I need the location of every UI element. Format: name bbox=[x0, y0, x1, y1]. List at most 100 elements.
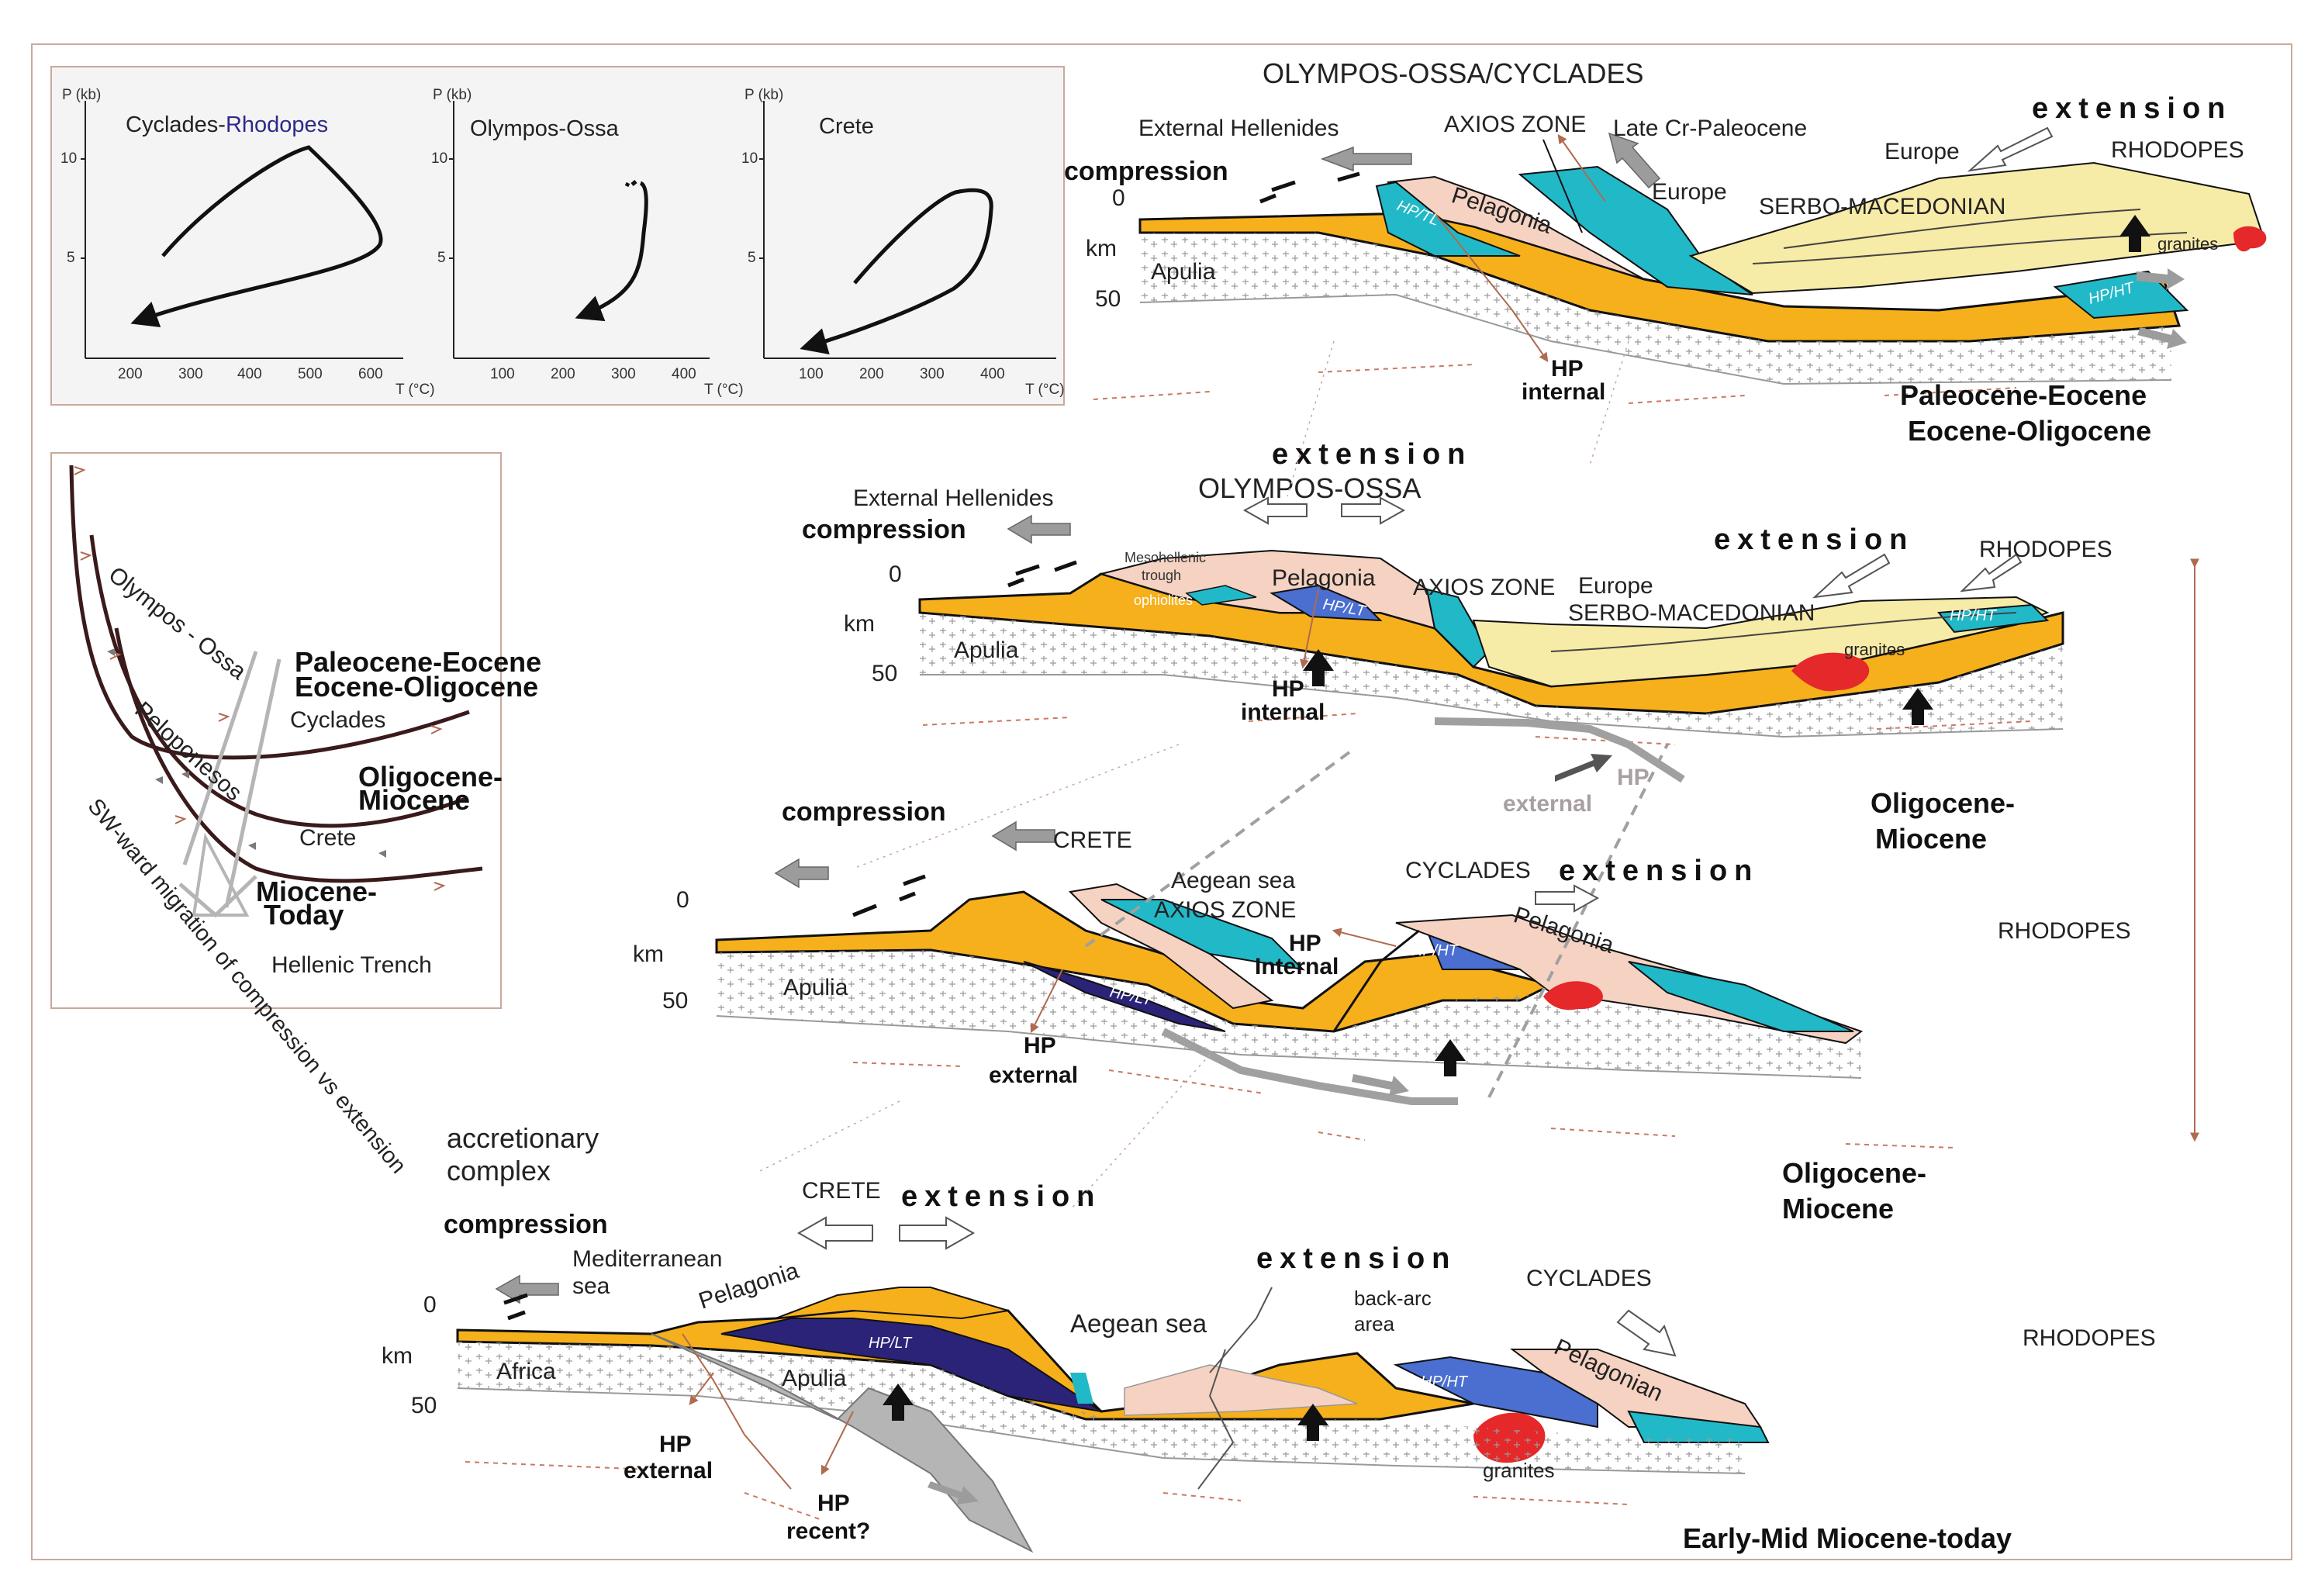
pt2-title: Olympos-Ossa bbox=[470, 116, 620, 141]
s1-hp: HP bbox=[1551, 356, 1584, 382]
s2-hp-ht: HP/HT bbox=[1950, 607, 1998, 624]
s4-extension-left: extension bbox=[901, 1180, 1101, 1213]
pt1-x-tick: 400 bbox=[237, 366, 262, 382]
guide-lines bbox=[759, 340, 1629, 1211]
s1-title: OLYMPOS-OSSA/CYCLADES bbox=[1263, 57, 1643, 89]
s4-mantle bbox=[458, 1342, 1745, 1473]
pt-diagram-olympos-ossa: P (kb) 10 5 100 200 300 400 T (°C) Olymp… bbox=[431, 87, 744, 398]
s1-age-a: Paleocene-Eocene bbox=[1900, 379, 2147, 411]
pt2-y-tick-10: 10 bbox=[431, 150, 447, 167]
s3-hp-ext-a: HP bbox=[1024, 1033, 1056, 1059]
s2-internal: internal bbox=[1241, 700, 1325, 725]
pt3-x-tick: 300 bbox=[920, 366, 945, 382]
arc-miocene bbox=[114, 627, 483, 883]
s2-external-hellenides: External Hellenides bbox=[853, 485, 1053, 511]
s3-cyclades: CYCLADES bbox=[1405, 858, 1531, 883]
s3-hp-ht: HP/HT bbox=[1411, 942, 1460, 959]
map-age-1a: Paleocene-Eocene bbox=[295, 646, 541, 678]
s4-cyclades: CYCLADES bbox=[1526, 1266, 1652, 1291]
s2-mesohellenic-b: trough bbox=[1142, 568, 1181, 583]
s2-hp-ext-b: external bbox=[1503, 791, 1592, 817]
s4-compression-arrow bbox=[495, 1274, 559, 1304]
pt3-title: Crete bbox=[819, 114, 874, 139]
s4-granites-label: granites bbox=[1483, 1459, 1555, 1482]
s2-europe: Europe bbox=[1578, 573, 1653, 599]
s4-grey-slab bbox=[651, 1333, 1034, 1553]
s3-axios-zone: AXIOS ZONE bbox=[1154, 897, 1296, 923]
s1-depth-0: 0 bbox=[1112, 185, 1125, 211]
s2-axios-zone: AXIOS ZONE bbox=[1413, 575, 1555, 600]
pt3-y-tick-10: 10 bbox=[741, 150, 758, 167]
s1-late-cr: Late Cr-Paleocene bbox=[1613, 116, 1807, 141]
pt-diagram-crete: P (kb) 10 5 100 200 300 400 T (°C) Crete bbox=[741, 87, 1065, 398]
s1-internal: internal bbox=[1522, 379, 1605, 405]
migration-map-panel: Olympos - Ossa Peloponesos Cyclades Cret… bbox=[50, 452, 541, 1178]
s2-rhodopes: RHODOPES bbox=[1979, 537, 2112, 562]
pt1-title: Cyclades-Rhodopes bbox=[126, 112, 328, 137]
pt1-x-tick: 600 bbox=[358, 366, 383, 382]
s4-hp-ext-b: external bbox=[624, 1458, 713, 1484]
s1-extension: extension bbox=[2032, 92, 2232, 125]
pt2-x-tick: 400 bbox=[672, 366, 696, 382]
pt3-x-tick: 100 bbox=[799, 366, 824, 382]
s4-hp-ext-a: HP bbox=[659, 1432, 692, 1457]
pt2-path bbox=[575, 181, 648, 322]
s3-compression: compression bbox=[782, 797, 946, 827]
pt-diagram-cyclades: P (kb) 10 5 200 300 400 500 600 T (°C) C… bbox=[60, 87, 435, 398]
pt3-x-tick: 200 bbox=[859, 366, 884, 382]
s3-depth-50: 50 bbox=[662, 988, 688, 1014]
s2-grey-slab bbox=[1434, 717, 1685, 783]
s1-age-b: Eocene-Oligocene bbox=[1908, 415, 2151, 447]
cross-section-2: extension OLYMPOS-OSSA External Hellenid… bbox=[802, 438, 2112, 855]
s2-extension-top: extension bbox=[1272, 438, 1472, 471]
s3-hp-a: HP bbox=[1289, 931, 1321, 956]
pt3-path bbox=[800, 188, 993, 354]
s1-external-hellenides: External Hellenides bbox=[1138, 116, 1339, 141]
s2-ophiolites: ophiolites bbox=[1134, 592, 1193, 608]
map-age-3a: Miocene- bbox=[256, 876, 377, 907]
s4-crete: CRETE bbox=[802, 1178, 881, 1204]
s3-grey-slab bbox=[1161, 1028, 1458, 1105]
s1-axios-zone: AXIOS ZONE bbox=[1444, 112, 1586, 137]
s1-granites bbox=[2233, 226, 2267, 252]
pt3-y-tick-5: 5 bbox=[748, 250, 756, 266]
s1-depth-50: 50 bbox=[1095, 286, 1121, 312]
s3-rhodopes: RHODOPES bbox=[1998, 918, 2131, 944]
s2-age-b: Miocene bbox=[1875, 823, 1987, 855]
pt2-x-tick: 100 bbox=[490, 366, 515, 382]
figure-frame bbox=[31, 43, 2292, 1560]
s4-apulia: Apulia bbox=[782, 1366, 847, 1391]
s4-age: Early-Mid Miocene-today bbox=[1683, 1522, 2012, 1554]
map-age-2a: Oligocene- bbox=[358, 761, 503, 793]
s2-hp-ext-a: HP bbox=[1617, 765, 1650, 790]
s3-km: km bbox=[633, 941, 664, 967]
s1-km: km bbox=[1086, 236, 1117, 261]
s1-apulia: Apulia bbox=[1151, 259, 1216, 285]
s3-age-a: Oligocene- bbox=[1782, 1157, 1926, 1189]
s4-extension-arrow bbox=[899, 1216, 976, 1250]
cross-section-3: compression CRETE Aegean sea AXIOS ZONE … bbox=[633, 744, 2131, 1225]
arc-paleocene bbox=[69, 465, 470, 760]
s3-hp-ext-b: external bbox=[989, 1062, 1078, 1088]
s3-hp-b: Internal bbox=[1255, 954, 1339, 979]
pt1-x-tick: 500 bbox=[298, 366, 323, 382]
label-crete-map: Crete bbox=[299, 825, 356, 851]
s4-hp-lt: HP/LT bbox=[869, 1335, 913, 1352]
s3-extension: extension bbox=[1559, 855, 1759, 887]
pt1-y-tick-10: 10 bbox=[60, 150, 77, 167]
label-hellenic-trench: Hellenic Trench bbox=[271, 952, 432, 978]
s4-depth-0: 0 bbox=[423, 1292, 437, 1318]
s3-hp-lt-body bbox=[1023, 961, 1226, 1032]
s2-granites bbox=[1791, 652, 1870, 692]
pt3-x-axis: T (°C) bbox=[1025, 382, 1065, 398]
s4-accretionary-b: complex bbox=[447, 1155, 551, 1187]
s2-pelagonia: Pelagonia bbox=[1272, 565, 1376, 591]
s4-aegean-sea: Aegean sea bbox=[1070, 1309, 1207, 1338]
s1-europe-top: Europe bbox=[1884, 139, 1960, 164]
pt2-x-tick: 200 bbox=[551, 366, 575, 382]
s4-compression: compression bbox=[444, 1210, 608, 1239]
arc-oligocene bbox=[89, 534, 466, 828]
s2-compression: compression bbox=[802, 515, 966, 544]
pt2-x-axis: T (°C) bbox=[704, 382, 744, 398]
